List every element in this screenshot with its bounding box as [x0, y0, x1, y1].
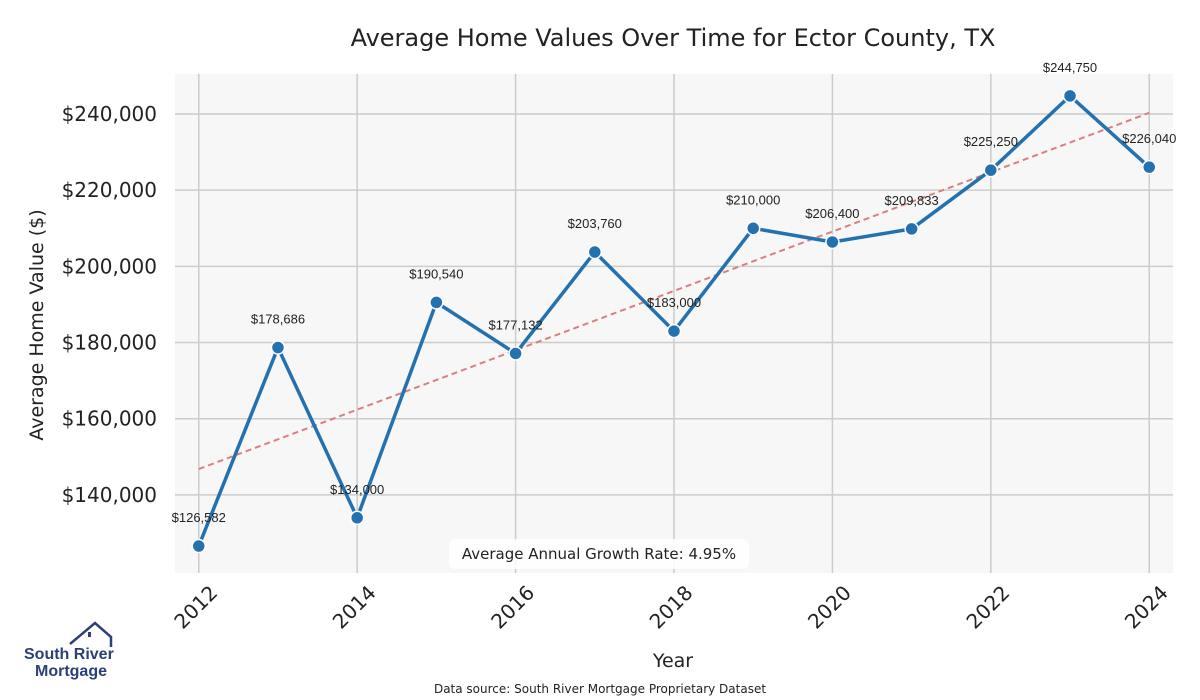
data-label: $190,540	[409, 266, 463, 281]
data-point	[666, 323, 682, 339]
data-point	[508, 346, 523, 361]
y-tick-label: $200,000	[62, 254, 157, 278]
x-tick-label: 2020	[803, 581, 856, 634]
data-label: $226,040	[1122, 131, 1176, 146]
x-tick-label: 2018	[645, 581, 698, 634]
data-points	[191, 88, 1157, 554]
data-point	[1062, 88, 1078, 104]
data-point	[191, 538, 207, 554]
y-axis-label: Average Home Value ($)	[26, 209, 48, 440]
data-point	[904, 221, 919, 237]
data-source-note: Data source: South River Mortgage Propri…	[434, 682, 766, 696]
house-roof-icon	[69, 621, 113, 647]
data-point	[745, 221, 761, 236]
y-tick-labels: $140,000 $160,000 $180,000 $200,000 $220,000…	[62, 102, 157, 507]
data-label: $203,760	[568, 216, 622, 231]
y-tick-label: $220,000	[62, 178, 157, 202]
data-point	[983, 162, 999, 178]
chart-title: Average Home Values Over Time for Ector …	[351, 24, 996, 52]
y-tick-label: $140,000	[62, 483, 157, 507]
logo-line-2: Mortgage	[35, 663, 107, 680]
y-tick-label: $180,000	[62, 331, 157, 355]
x-tick-label: 2022	[961, 581, 1014, 634]
x-tick-label: 2012	[169, 581, 222, 634]
data-label: $210,000	[726, 192, 780, 207]
data-point	[429, 295, 444, 310]
data-label: $225,250	[964, 134, 1018, 149]
x-tick-label: 2024	[1120, 581, 1173, 634]
data-labels: $126,582 $178,686 $134,000 $190,540 $177,132…	[172, 60, 1177, 525]
annotation-text: Average Annual Growth Rate: 4.95%	[462, 545, 736, 563]
data-label: $134,000	[330, 482, 384, 497]
data-label: $178,686	[251, 312, 305, 327]
data-label: $126,582	[172, 510, 226, 525]
x-tick-label: 2014	[328, 581, 381, 634]
x-tick-labels: 2012 2014 2016 2018 2020 2022 2024	[169, 581, 1172, 634]
y-tick-label: $160,000	[62, 407, 157, 431]
data-point	[825, 234, 840, 250]
data-label: $177,132	[488, 317, 542, 332]
annotation-box	[449, 539, 749, 569]
data-label: $209,833	[885, 193, 939, 208]
x-axis-label: Year	[652, 650, 693, 672]
logo: South River Mortgage	[24, 621, 114, 680]
grid-lines	[175, 74, 1173, 573]
chimney-icon	[88, 632, 91, 637]
data-point	[270, 340, 286, 355]
data-point	[1141, 159, 1157, 175]
data-label: $244,750	[1043, 60, 1097, 75]
growth-rate-annotation: Average Annual Growth Rate: 4.95%	[449, 539, 749, 569]
data-label: $183,000	[647, 295, 701, 310]
data-point	[349, 510, 365, 526]
data-label: $206,400	[805, 206, 859, 221]
x-tick-label: 2016	[486, 581, 539, 634]
logo-line-1: South River	[24, 646, 114, 663]
data-point	[587, 244, 603, 260]
y-tick-label: $240,000	[62, 102, 157, 126]
